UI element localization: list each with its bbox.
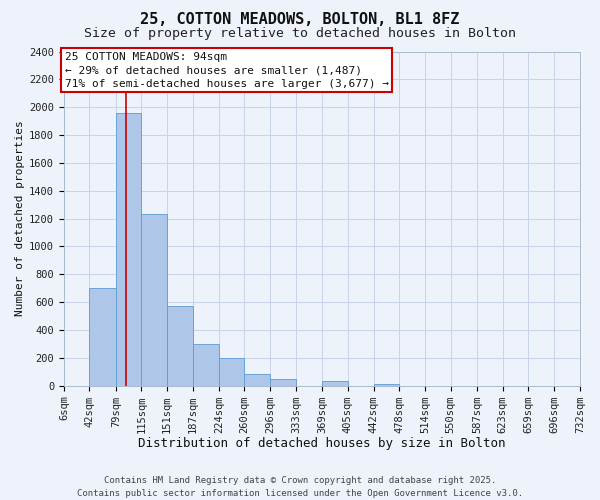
Text: Contains HM Land Registry data © Crown copyright and database right 2025.
Contai: Contains HM Land Registry data © Crown c…	[77, 476, 523, 498]
Y-axis label: Number of detached properties: Number of detached properties	[15, 120, 25, 316]
X-axis label: Distribution of detached houses by size in Bolton: Distribution of detached houses by size …	[138, 437, 506, 450]
Bar	[167, 306, 193, 386]
Bar	[219, 358, 244, 386]
Bar	[244, 374, 270, 386]
Text: 25 COTTON MEADOWS: 94sqm
← 29% of detached houses are smaller (1,487)
71% of sem: 25 COTTON MEADOWS: 94sqm ← 29% of detach…	[65, 52, 389, 88]
Bar	[89, 288, 116, 386]
Text: Size of property relative to detached houses in Bolton: Size of property relative to detached ho…	[84, 28, 516, 40]
Bar	[374, 384, 400, 386]
Bar	[142, 214, 167, 386]
Bar	[322, 380, 347, 386]
Bar	[193, 344, 219, 386]
Text: 25, COTTON MEADOWS, BOLTON, BL1 8FZ: 25, COTTON MEADOWS, BOLTON, BL1 8FZ	[140, 12, 460, 28]
Bar	[116, 113, 142, 386]
Bar	[270, 378, 296, 386]
